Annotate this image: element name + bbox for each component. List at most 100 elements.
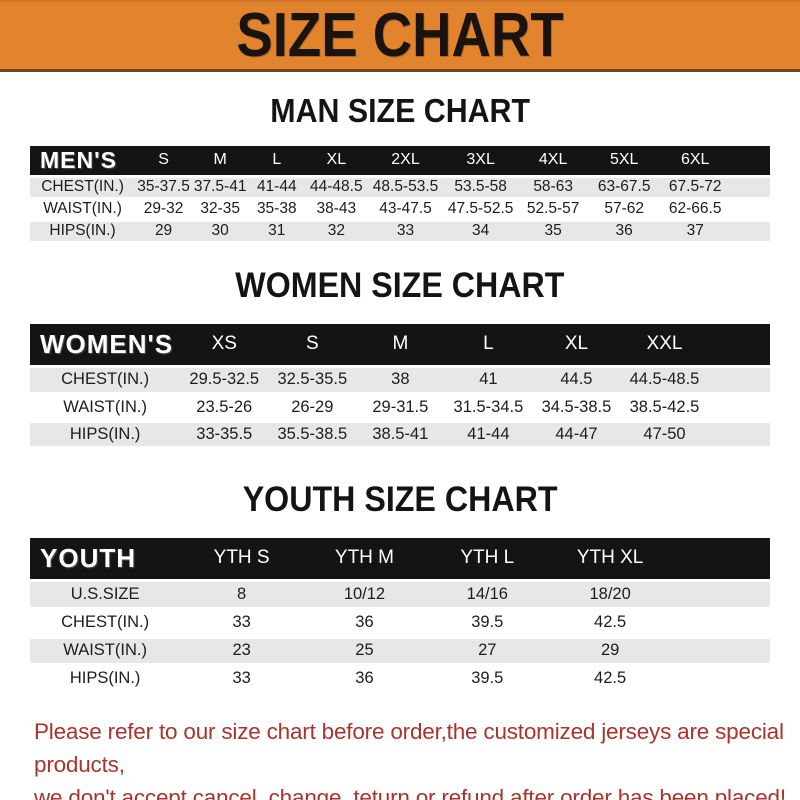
size-value-cell: 29-31.5: [372, 397, 429, 416]
size-value-cell: 44.5-48.5: [629, 370, 700, 389]
filler-cell: [709, 421, 770, 448]
filler-cell: [672, 609, 770, 637]
size-value-cell: 33: [396, 222, 415, 239]
size-value-cell: 38.5-41: [372, 424, 429, 443]
section-title-text: YOUTH SIZE CHART: [242, 479, 558, 519]
measurement-row: WAIST(IN.) 23 25 27 29: [30, 636, 770, 665]
section-title-text: MAN SIZE CHART: [270, 92, 530, 129]
size-value-cell: 43-47.5: [379, 200, 432, 217]
size-column-header: XL: [305, 146, 368, 176]
size-column-header: 3XL: [443, 146, 518, 176]
women-section-title: WOMEN SIZE CHART: [0, 244, 800, 324]
youth-size-section: YOUTH SIZE CHART YOUTH YTH S YTH M YTH L YTH …: [0, 450, 800, 695]
size-value-cell: 38: [391, 370, 410, 389]
filler-cell: [708, 323, 770, 367]
size-column-header: 5XL: [588, 146, 660, 176]
row-label: HIPS(IN.): [69, 669, 141, 687]
size-value-cell: 63-67.5: [597, 178, 651, 195]
size-value-cell: 29: [600, 641, 620, 659]
size-value-cell: 42.5: [594, 669, 627, 687]
size-column-header: YTH L: [425, 537, 549, 581]
filler-cell: [731, 198, 770, 220]
banner-title: SIZE CHART: [236, 0, 564, 70]
size-value-cell: 35-37.5: [137, 178, 190, 195]
size-value-cell: 18/20: [589, 584, 631, 603]
size-value-cell: 52.5-57: [526, 200, 580, 217]
size-column-header: M: [356, 323, 445, 367]
measurement-row: HIPS(IN.) 33 36 39.5 42.5: [30, 664, 770, 693]
row-label: CHEST(IN.): [61, 613, 150, 631]
size-value-cell: 41: [479, 370, 498, 389]
size-value-cell: 37: [686, 222, 704, 239]
size-value-cell: 23.5-26: [196, 397, 253, 416]
size-value-cell: 44.5: [560, 370, 593, 389]
size-value-cell: 67.5-72: [668, 178, 722, 195]
filler-cell: [731, 220, 770, 242]
size-value-cell: 38-43: [316, 200, 357, 217]
measurement-row: CHEST(IN.) 35-37.5 37.5-41 41-44 44-48.5 48.5…: [30, 176, 770, 198]
measurement-row: U.S.SIZE 8 10/12 14/16 18/20: [30, 580, 770, 609]
size-column-header: L: [248, 146, 306, 176]
men-table: MEN'S S M L XL 2XL 3XL 4XL 5XL 6XL CHEST(IN.) 35-37…: [30, 146, 770, 244]
men-header-row: MEN'S S M L XL 2XL 3XL 4XL 5XL 6XL: [30, 146, 770, 176]
size-value-cell: 8: [237, 584, 247, 603]
row-label: WAIST(IN.): [63, 641, 147, 659]
measurement-row: WAIST(IN.) 29-32 32-35 35-38 38-43 43-47.5 47.…: [30, 198, 770, 220]
filler-cell: [730, 146, 770, 176]
size-column-header: XS: [180, 323, 269, 367]
section-title-text: WOMEN SIZE CHART: [235, 265, 565, 305]
size-value-cell: 44-48.5: [310, 178, 363, 195]
size-column-header: XXL: [620, 323, 709, 367]
size-value-cell: 34: [472, 222, 490, 239]
measurement-row: CHEST(IN.) 33 36 39.5 42.5: [30, 608, 770, 637]
size-value-cell: 37.5-41: [193, 178, 247, 195]
row-label: HIPS(IN.): [49, 222, 116, 239]
size-value-cell: 34.5-38.5: [541, 397, 612, 416]
filler-cell: [671, 537, 770, 581]
footer-note: Please refer to our size chart before or…: [0, 695, 800, 800]
size-value-cell: 53.5-58: [454, 178, 507, 195]
size-value-cell: 47.5-52.5: [447, 200, 514, 217]
size-value-cell: 30: [211, 222, 229, 239]
size-value-cell: 41-44: [467, 424, 510, 443]
row-label: CHEST(IN.): [61, 370, 150, 389]
row-label: HIPS(IN.): [69, 424, 141, 443]
row-label: CHEST(IN.): [41, 178, 124, 195]
men-corner-label: MEN'S: [30, 146, 136, 176]
size-value-cell: 29-32: [143, 200, 184, 217]
size-column-header: 6XL: [659, 146, 731, 176]
women-size-section: WOMEN SIZE CHART WOMEN'S XS S M L XL XXL CHEST(I…: [0, 244, 800, 450]
youth-header-row: YOUTH YTH S YTH M YTH L YTH XL: [30, 537, 770, 581]
women-corner-label: WOMEN'S: [30, 323, 181, 367]
filler-cell: [709, 394, 770, 421]
size-value-cell: 32.5-35.5: [277, 370, 348, 389]
size-value-cell: 39.5: [471, 613, 504, 631]
size-value-cell: 47-50: [643, 424, 686, 443]
size-value-cell: 25: [355, 641, 374, 659]
size-value-cell: 36: [615, 222, 633, 239]
filler-cell: [672, 581, 770, 609]
measurement-row: HIPS(IN.) 33-35.5 35.5-38.5 38.5-41 41-44 44-…: [30, 420, 770, 448]
size-value-cell: 57-62: [604, 200, 644, 217]
youth-section-title: YOUTH SIZE CHART: [0, 450, 800, 538]
row-label: WAIST(IN.): [63, 397, 147, 416]
size-column-header: 4XL: [517, 146, 589, 176]
men-size-section: MAN SIZE CHART MEN'S S M L XL 2XL 3XL 4XL 5XL 6XL C…: [0, 72, 800, 244]
filler-cell: [672, 665, 770, 693]
size-value-cell: 27: [478, 641, 497, 659]
size-value-cell: 42.5: [594, 613, 627, 631]
measurement-row: HIPS(IN.) 29 30 31 32 33 34 35 36 37: [30, 220, 770, 242]
size-column-header: S: [135, 146, 193, 176]
measurement-row: WAIST(IN.) 23.5-26 26-29 29-31.5 31.5-34.5 34…: [30, 393, 770, 421]
size-column-header: XL: [532, 323, 621, 367]
size-value-cell: 33-35.5: [196, 424, 253, 443]
size-value-cell: 14/16: [466, 584, 508, 603]
size-value-cell: 39.5: [471, 669, 504, 687]
size-value-cell: 32: [327, 222, 345, 239]
size-value-cell: 35: [544, 222, 562, 239]
size-value-cell: 36: [355, 613, 374, 631]
size-value-cell: 41-44: [256, 178, 297, 195]
filler-cell: [672, 637, 770, 665]
size-value-cell: 33: [232, 669, 251, 687]
